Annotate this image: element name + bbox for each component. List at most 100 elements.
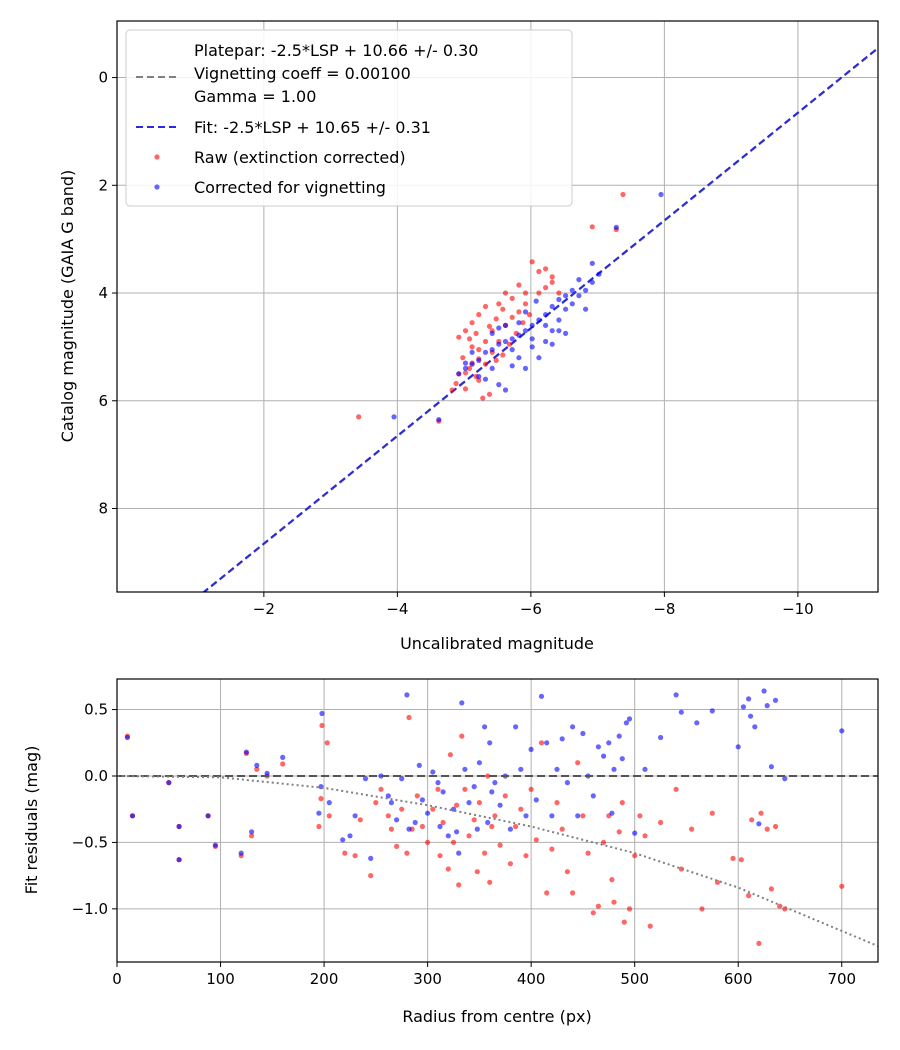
data-point (549, 341, 555, 347)
data-point (772, 697, 779, 703)
data-point (437, 853, 443, 859)
y-tick-label: 6 (98, 392, 108, 410)
data-point (445, 833, 451, 839)
data-point (489, 823, 495, 830)
data-point (756, 821, 762, 827)
data-point (466, 800, 472, 806)
data-point (694, 720, 700, 726)
data-point (435, 786, 441, 792)
data-point (485, 819, 491, 826)
data-point (529, 322, 535, 328)
data-point (595, 903, 602, 909)
data-point (502, 322, 509, 328)
data-point (205, 813, 211, 819)
data-point (352, 813, 358, 819)
data-point (616, 733, 622, 739)
data-point (454, 829, 460, 835)
data-point (469, 344, 475, 350)
data-point (453, 380, 459, 387)
bottom-scatter-points (124, 688, 845, 947)
bottom-reference-lines (117, 774, 878, 948)
data-point (473, 330, 479, 336)
data-point (678, 709, 684, 715)
data-point (509, 314, 515, 320)
data-point (502, 338, 509, 345)
data-point (466, 365, 473, 371)
data-point (528, 786, 534, 792)
data-point (549, 303, 555, 310)
data-point (456, 850, 462, 856)
data-point (324, 740, 330, 746)
data-point (326, 800, 332, 806)
data-point (466, 833, 472, 839)
data-point (543, 322, 549, 328)
data-point (556, 328, 562, 334)
data-point (673, 786, 679, 792)
data-point (460, 355, 466, 361)
data-point (507, 826, 513, 832)
legend: Platepar: -2.5*LSP + 10.66 +/- 0.30 Vign… (125, 29, 573, 207)
data-point (554, 800, 560, 806)
data-point (507, 861, 513, 867)
bottom-plot-frame (116, 678, 879, 963)
data-point (176, 857, 182, 863)
x-tick-label: −4 (386, 600, 408, 618)
data-point (620, 191, 626, 198)
data-point (509, 336, 515, 342)
data-point (254, 766, 260, 772)
data-point (437, 823, 443, 830)
data-point (611, 899, 617, 905)
data-point (583, 287, 589, 293)
data-point (318, 796, 324, 802)
data-point (642, 833, 648, 839)
data-point (436, 417, 442, 423)
data-point (456, 882, 462, 888)
data-point (543, 338, 549, 345)
data-point (758, 810, 764, 816)
data-point (536, 290, 542, 296)
data-point (556, 290, 562, 296)
data-point (523, 813, 529, 819)
data-point (373, 800, 379, 806)
data-point (489, 789, 495, 795)
data-point (469, 361, 475, 367)
data-point (585, 850, 591, 856)
data-point (619, 756, 625, 762)
data-point (563, 330, 569, 336)
data-point (543, 285, 549, 291)
data-point (538, 693, 545, 699)
data-point (280, 754, 286, 761)
data-point (613, 224, 619, 230)
data-point (471, 784, 477, 790)
data-point (425, 839, 431, 846)
data-point (516, 309, 522, 315)
data-point (536, 268, 542, 275)
data-point (399, 776, 405, 782)
data-point (516, 332, 522, 338)
top-ticks: −2 −4 −6 −8 −10 0 2 4 6 8 (98, 69, 813, 618)
data-point (489, 347, 495, 353)
data-point (166, 780, 172, 786)
data-point (462, 370, 469, 376)
data-point (357, 817, 363, 823)
x-tick-label: 700 (827, 970, 856, 988)
legend-entry-vignetting: Vignetting coeff = 0.00100 (194, 64, 411, 83)
data-point (611, 766, 617, 772)
y-tick-label: −1.0 (72, 900, 108, 918)
data-point (559, 736, 565, 742)
data-point (462, 766, 468, 772)
y-tick-label: −0.5 (72, 833, 108, 851)
data-point (406, 826, 412, 832)
data-point (485, 773, 491, 779)
data-point (502, 387, 509, 393)
data-point (642, 766, 648, 772)
data-point (658, 191, 664, 198)
data-point (440, 819, 446, 826)
data-point (772, 823, 779, 830)
data-point (388, 826, 394, 832)
data-point (575, 760, 581, 766)
data-point (449, 387, 455, 393)
top-y-axis-label: Catalog magnitude (GAIA G band) (58, 170, 77, 442)
data-point (394, 843, 400, 850)
data-point (735, 744, 741, 750)
